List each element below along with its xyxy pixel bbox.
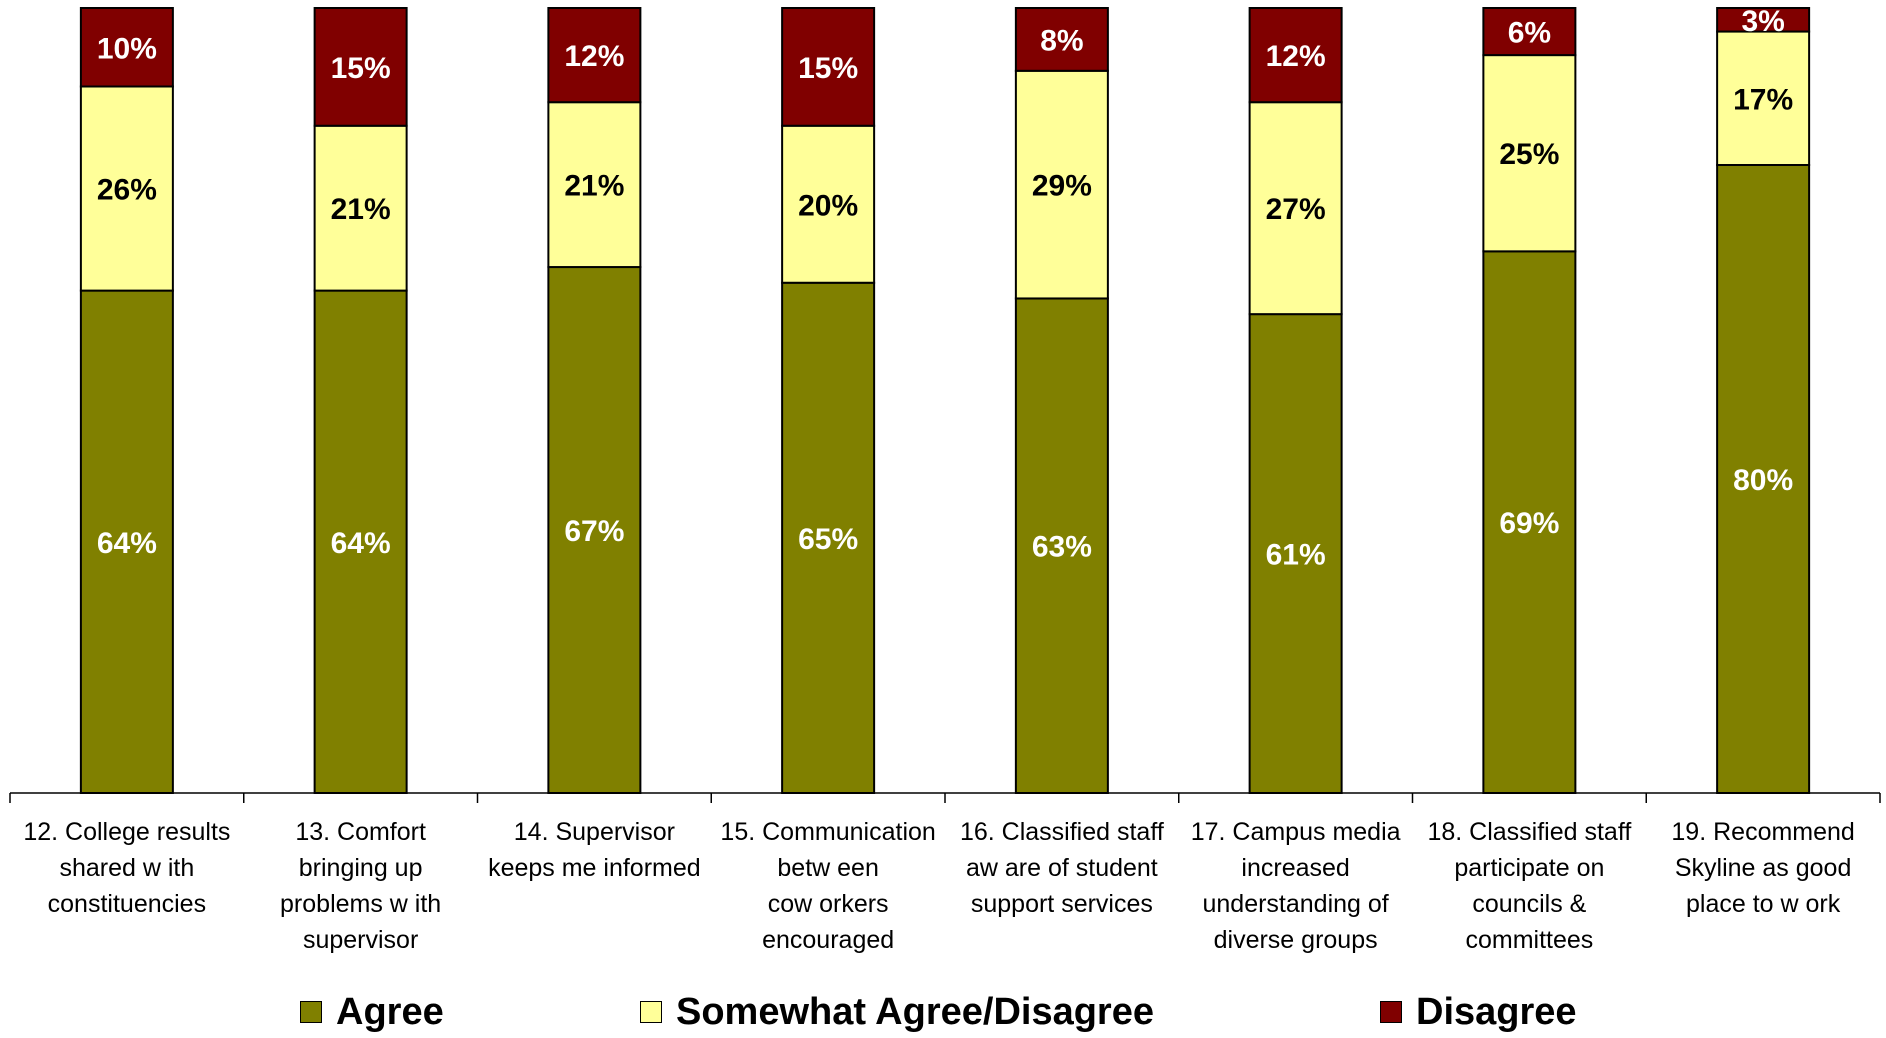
legend-label-disagree: Disagree	[1416, 991, 1577, 1033]
category-label: cow orkers	[768, 890, 889, 918]
data-label: 67%	[564, 515, 624, 548]
data-label: 26%	[97, 174, 157, 207]
bar-segment-disagree-6	[1482, 7, 1577, 57]
category-label: 19. Recommend	[1671, 818, 1854, 846]
data-label: 27%	[1266, 193, 1326, 226]
bar-segment-agree-6	[1482, 250, 1577, 795]
legend-swatch-disagree	[1380, 1001, 1402, 1023]
data-label: 63%	[1032, 531, 1092, 564]
legend-item-somewhat: Somewhat Agree/Disagree	[640, 990, 1154, 1034]
category-label: shared w ith	[59, 854, 194, 882]
category-label: 18. Classified staff	[1427, 818, 1631, 846]
legend-item-disagree: Disagree	[1380, 990, 1577, 1034]
legend-label-somewhat: Somewhat Agree/Disagree	[676, 991, 1154, 1033]
category-label: increased	[1241, 854, 1349, 882]
bar-segment-agree-3	[781, 281, 876, 794]
category-label: betw een	[777, 854, 878, 882]
bar-segment-disagree-1	[313, 7, 408, 127]
bar-segment-disagree-7	[1716, 7, 1811, 33]
category-label: committees	[1465, 926, 1593, 954]
bar-segment-disagree-4	[1014, 7, 1109, 72]
category-label: councils &	[1472, 890, 1586, 918]
legend-label-agree: Agree	[336, 991, 444, 1033]
data-label: 65%	[798, 523, 858, 556]
category-label: 14. Supervisor	[514, 818, 675, 846]
legend: Agree Somewhat Agree/Disagree Disagree	[0, 990, 1886, 1034]
category-label: 17. Campus media	[1191, 818, 1401, 846]
data-label: 69%	[1499, 507, 1559, 540]
data-label: 10%	[97, 32, 157, 65]
data-label: 25%	[1499, 138, 1559, 171]
legend-swatch-agree	[300, 1001, 322, 1023]
legend-item-agree: Agree	[300, 990, 444, 1034]
bar-segment-somewhat-agree-disagree-3	[781, 124, 876, 284]
data-label: 6%	[1508, 17, 1551, 50]
bar-segment-somewhat-agree-disagree-1	[313, 124, 408, 292]
category-label: support services	[971, 890, 1153, 918]
data-label: 8%	[1040, 24, 1083, 57]
data-label: 20%	[798, 189, 858, 222]
category-label: 15. Communication	[720, 818, 935, 846]
category-label: aw are of student	[966, 854, 1158, 882]
legend-swatch-somewhat	[640, 1001, 662, 1023]
category-label: 12. College results	[23, 818, 230, 846]
category-label: 13. Comfort	[295, 818, 426, 846]
category-label: bringing up	[299, 854, 423, 882]
category-label: encouraged	[762, 926, 894, 954]
bar-segment-disagree-2	[547, 7, 642, 104]
data-label: 15%	[798, 52, 858, 85]
bar-segment-disagree-3	[781, 7, 876, 127]
category-label: 16. Classified staff	[960, 818, 1164, 846]
data-label: 21%	[564, 170, 624, 203]
category-label: participate on	[1454, 854, 1604, 882]
bar-segment-somewhat-agree-disagree-6	[1482, 54, 1577, 253]
category-label: keeps me informed	[488, 854, 701, 882]
data-label: 12%	[564, 40, 624, 73]
bar-segment-disagree-0	[79, 7, 174, 88]
category-label: problems w ith	[280, 890, 441, 918]
category-label: place to w ork	[1686, 890, 1841, 918]
data-label: 64%	[97, 527, 157, 560]
data-label: 80%	[1733, 464, 1793, 497]
category-label: understanding of	[1202, 890, 1388, 918]
bar-segment-somewhat-agree-disagree-0	[79, 85, 174, 292]
bar-segment-agree-5	[1248, 313, 1343, 794]
bar-segment-agree-1	[313, 289, 408, 794]
bar-segment-disagree-5	[1248, 7, 1343, 104]
category-label: constituencies	[48, 890, 206, 918]
data-label: 15%	[331, 52, 391, 85]
bar-segment-agree-0	[79, 289, 174, 794]
category-label: diverse groups	[1214, 926, 1378, 954]
bar-segment-somewhat-agree-disagree-2	[547, 101, 642, 269]
data-label: 29%	[1032, 170, 1092, 203]
bar-segment-somewhat-agree-disagree-7	[1716, 30, 1811, 166]
data-label: 17%	[1733, 83, 1793, 116]
data-label: 21%	[331, 193, 391, 226]
bar-segment-somewhat-agree-disagree-5	[1248, 101, 1343, 316]
data-label: 3%	[1741, 5, 1784, 38]
category-label: supervisor	[303, 926, 418, 954]
data-label: 61%	[1266, 539, 1326, 572]
data-label: 64%	[331, 527, 391, 560]
data-label: 12%	[1266, 40, 1326, 73]
category-label: Skyline as good	[1675, 854, 1852, 882]
bar-segment-agree-4	[1014, 297, 1109, 794]
